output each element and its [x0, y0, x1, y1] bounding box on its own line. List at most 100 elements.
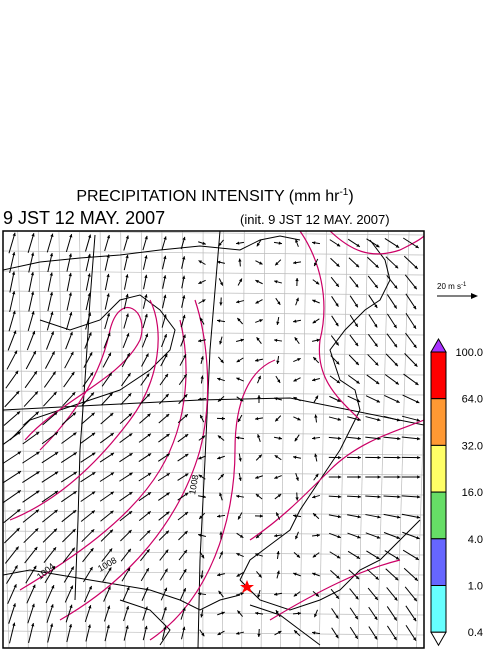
wind-arrow-head — [147, 413, 151, 417]
colorbar-label: 32.0 — [462, 440, 483, 452]
wind-arrow-head — [146, 530, 151, 534]
wind-arrow-head — [184, 530, 188, 535]
wind-arrow — [61, 432, 77, 444]
wind-arrow-head — [87, 273, 91, 277]
wind-arrow — [62, 528, 76, 543]
wind-arrow-head — [375, 576, 379, 580]
wind-arrow-head — [182, 588, 186, 592]
wind-arrow-head — [338, 475, 342, 479]
wind-arrow-head — [13, 330, 17, 335]
wind-arrow-head — [163, 334, 167, 338]
wind-arrow-head — [72, 528, 76, 533]
wind-arrow-head — [274, 338, 278, 343]
wind-arrow-head — [315, 281, 320, 285]
grid-line — [260, 231, 266, 648]
wind-arrow-head — [295, 239, 299, 243]
wind-arrow — [22, 431, 40, 445]
wind-arrow-head — [357, 495, 361, 499]
wind-arrow-head — [414, 577, 418, 581]
wind-arrow-head — [165, 511, 170, 515]
wind-arrow-head — [125, 293, 129, 298]
wind-arrow-head — [255, 300, 259, 304]
wind-arrow-head — [126, 333, 130, 337]
grid-line — [3, 427, 10, 648]
wind-arrow-head — [163, 294, 167, 299]
wind-arrow-head — [69, 585, 74, 590]
wind-arrow-head — [73, 452, 77, 456]
wind-arrow-head — [293, 260, 297, 265]
wind-arrow-head — [128, 433, 133, 437]
wind-arrow-head — [164, 587, 168, 592]
wind-arrow-head — [335, 361, 340, 365]
init-time: (init. 9 JST 12 MAY. 2007) — [240, 212, 390, 227]
wind-arrow-head — [50, 311, 54, 316]
wind-arrow-head — [293, 397, 297, 401]
wind-arrow — [28, 271, 34, 293]
wind-arrow-head — [393, 343, 398, 348]
wind-arrow-head — [257, 594, 261, 598]
wind-arrow — [65, 311, 73, 331]
wind-arrow-head — [295, 278, 299, 282]
wind-arrow-head — [312, 378, 316, 382]
wind-arrow — [26, 584, 36, 604]
wind-arrow-head — [314, 613, 318, 618]
wind-arrow-head — [144, 625, 148, 630]
wind-arrow-head — [337, 417, 342, 421]
wind-arrow-head — [73, 471, 77, 476]
wind-arrow — [41, 431, 59, 445]
wind-arrow-head — [218, 590, 222, 595]
wind-arrow-head — [397, 455, 401, 460]
wind-arrow-head — [182, 626, 186, 631]
map-frame — [2, 230, 425, 649]
wind-arrow-head — [397, 475, 401, 479]
wind-arrow-head — [128, 413, 132, 417]
wind-arrow — [60, 471, 78, 483]
wind-arrow-head — [198, 592, 202, 596]
wind-arrow-head — [32, 330, 36, 335]
wind-arrow — [4, 546, 20, 564]
wind-arrow-head — [374, 323, 378, 328]
colorbar-box — [430, 351, 447, 400]
wind-arrow-head — [182, 236, 186, 241]
wind-arrow-head — [184, 414, 188, 418]
wind-arrow-head — [413, 597, 417, 602]
colorbar-box — [430, 585, 447, 633]
wind-arrow-head — [219, 551, 223, 555]
wind-arrow-head — [415, 400, 420, 404]
wind-arrow — [27, 233, 35, 253]
wind-arrow-head — [376, 535, 381, 539]
wind-arrow-head — [217, 435, 222, 439]
wind-arrow-head — [89, 372, 94, 376]
wind-scale-arrow — [437, 293, 478, 299]
wind-arrow-head — [145, 353, 149, 357]
wind-arrow-head — [393, 617, 397, 621]
wind-arrow-head — [202, 495, 206, 499]
wind-arrow-head — [395, 244, 400, 248]
wind-arrow-head — [129, 453, 133, 457]
wind-arrow-head — [202, 241, 206, 245]
wind-arrow-head — [278, 241, 282, 245]
wind-arrow-head — [335, 322, 339, 327]
wind-arrow-head — [238, 477, 242, 481]
wind-arrow-head — [69, 331, 73, 336]
wind-arrow-head — [236, 494, 240, 498]
wind-arrow — [46, 233, 54, 253]
wind-arrow-head — [144, 274, 148, 279]
wind-arrow-head — [128, 492, 133, 496]
wind-arrow-head — [106, 254, 110, 258]
wind-arrow — [3, 508, 21, 524]
wind-scale-sup: -1 — [461, 282, 467, 288]
grid-line — [3, 290, 424, 296]
wind-arrow — [66, 272, 72, 292]
wind-arrow-head — [312, 241, 316, 245]
wind-arrow-head — [199, 515, 203, 519]
wind-arrow-head — [198, 280, 202, 284]
wind-arrow-head — [394, 285, 398, 289]
wind-arrow-head — [414, 265, 418, 269]
wind-arrow-head — [182, 256, 186, 260]
wind-arrow-head — [376, 399, 380, 403]
wind-arrow — [26, 330, 36, 351]
wind-arrow-head — [106, 312, 111, 317]
title-close: ) — [348, 188, 353, 205]
wind-arrow — [401, 513, 421, 519]
